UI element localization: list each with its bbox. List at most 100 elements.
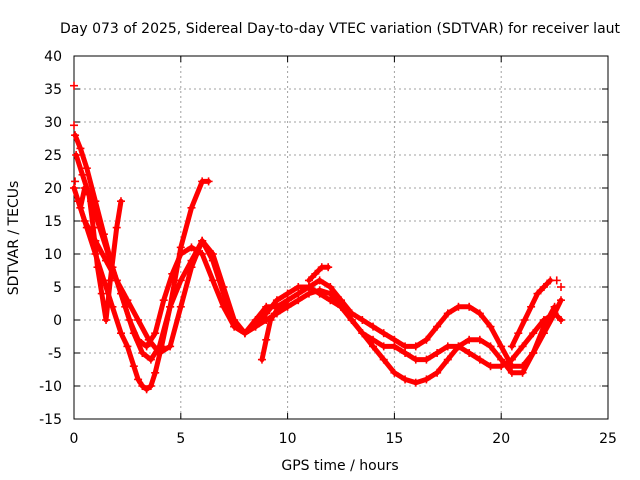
data-point bbox=[443, 355, 452, 364]
data-point bbox=[146, 382, 155, 390]
data-point bbox=[80, 217, 89, 225]
data-point bbox=[123, 342, 132, 351]
data-point bbox=[102, 256, 111, 265]
data-point bbox=[454, 302, 463, 311]
data-point bbox=[138, 382, 147, 390]
data-point bbox=[539, 283, 548, 291]
data-point bbox=[159, 296, 168, 305]
x-tick-label: 15 bbox=[385, 431, 403, 447]
data-point bbox=[187, 203, 196, 212]
y-tick-label: 15 bbox=[44, 214, 62, 230]
data-point bbox=[326, 283, 335, 291]
data-point bbox=[266, 316, 275, 324]
data-point bbox=[411, 355, 420, 364]
data-point bbox=[518, 342, 527, 351]
series-arc-g bbox=[304, 263, 333, 285]
data-point bbox=[443, 309, 452, 318]
data-point bbox=[129, 329, 138, 338]
x-axis: 0 5 10 15 20 25 bbox=[70, 56, 617, 447]
data-point bbox=[270, 309, 279, 318]
data-point bbox=[262, 309, 271, 318]
data-point bbox=[533, 289, 542, 298]
data-point bbox=[84, 190, 93, 199]
data-point bbox=[70, 121, 78, 130]
data-point bbox=[116, 329, 125, 338]
data-point bbox=[518, 368, 527, 377]
series-trace bbox=[77, 185, 124, 323]
data-point bbox=[379, 329, 388, 338]
data-point bbox=[208, 276, 217, 285]
y-tick-label: 40 bbox=[44, 49, 62, 65]
x-tick-label: 10 bbox=[279, 431, 297, 447]
data-point bbox=[70, 81, 78, 90]
x-axis-label: GPS time / hours bbox=[281, 458, 398, 474]
data-point bbox=[89, 223, 98, 232]
data-point bbox=[390, 368, 399, 377]
data-point bbox=[142, 342, 151, 351]
data-point bbox=[527, 302, 536, 311]
data-point bbox=[465, 349, 474, 357]
data-point bbox=[283, 296, 292, 305]
data-point bbox=[411, 378, 420, 387]
data-point bbox=[390, 335, 399, 344]
data-point bbox=[552, 276, 561, 285]
data-point bbox=[80, 184, 89, 192]
data-point bbox=[311, 269, 320, 278]
data-point bbox=[315, 276, 324, 285]
data-point bbox=[557, 296, 566, 305]
data-point bbox=[422, 375, 431, 384]
data-point bbox=[112, 223, 121, 232]
data-point bbox=[557, 316, 566, 324]
grid-lines bbox=[74, 56, 608, 419]
data-point bbox=[93, 263, 102, 272]
data-point bbox=[187, 263, 196, 272]
data-point bbox=[116, 197, 125, 206]
data-point bbox=[168, 269, 177, 278]
y-tick-label: 10 bbox=[44, 247, 62, 263]
data-point bbox=[279, 302, 288, 311]
data-point bbox=[70, 184, 78, 192]
y-tick-label: 20 bbox=[44, 181, 62, 197]
data-point bbox=[497, 355, 506, 364]
data-point bbox=[72, 151, 81, 159]
data-point bbox=[507, 368, 516, 377]
data-point bbox=[134, 316, 143, 324]
data-point bbox=[219, 283, 228, 291]
data-point bbox=[454, 342, 463, 351]
data-point bbox=[379, 342, 388, 351]
data-point bbox=[76, 144, 85, 153]
data-point bbox=[465, 302, 474, 311]
series-trace bbox=[75, 198, 558, 386]
data-point bbox=[433, 368, 442, 377]
data-point bbox=[443, 342, 452, 351]
data-point bbox=[166, 302, 175, 311]
data-point bbox=[138, 349, 147, 357]
x-tick-label: 0 bbox=[70, 431, 79, 447]
data-point bbox=[358, 329, 367, 338]
series-outliers bbox=[70, 81, 566, 291]
data-point bbox=[142, 385, 151, 394]
y-tick-label: -10 bbox=[39, 379, 62, 395]
chart-title: Day 073 of 2025, Sidereal Day-to-day VTE… bbox=[60, 21, 621, 37]
data-point bbox=[369, 342, 378, 351]
data-point bbox=[401, 375, 410, 384]
x-tick-label: 5 bbox=[176, 431, 185, 447]
data-point bbox=[144, 335, 153, 344]
data-point bbox=[272, 296, 281, 305]
y-tick-label: 35 bbox=[44, 82, 62, 98]
data-point bbox=[76, 203, 85, 212]
data-point bbox=[187, 243, 196, 252]
data-point bbox=[557, 283, 566, 291]
data-point bbox=[486, 362, 495, 371]
data-point bbox=[422, 335, 431, 344]
y-tick-label: -5 bbox=[48, 346, 62, 362]
data-point bbox=[514, 329, 523, 338]
series-arc-e bbox=[76, 184, 125, 324]
data-point bbox=[422, 355, 431, 364]
data-point bbox=[324, 263, 333, 272]
data-point bbox=[497, 342, 506, 351]
data-point bbox=[121, 302, 130, 311]
y-tick-label: 0 bbox=[53, 313, 62, 329]
data-point bbox=[257, 355, 266, 364]
